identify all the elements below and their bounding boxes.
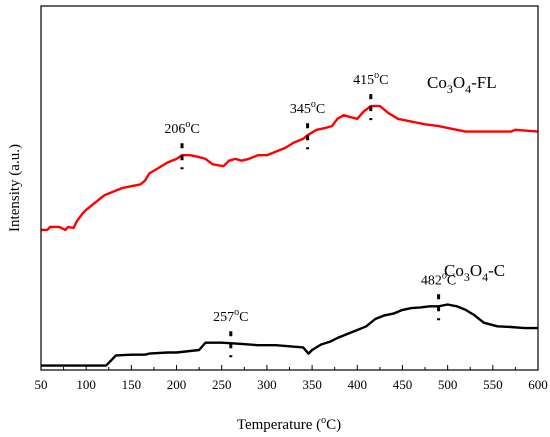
peak-temperature-label: 257oC [213,307,248,325]
x-axis-title: Temperature (oC) [237,415,341,433]
x-tick-label: 400 [348,377,368,392]
series-line-0 [41,104,539,232]
peak-temperature-label: 345oC [290,99,325,117]
x-tick-label: 300 [257,377,277,392]
x-tick-label: 100 [76,377,96,392]
x-ticks: 50 100 150 200 250 300 350 400 450 500 550 600 [35,365,548,392]
series-line-1 [41,303,538,367]
y-axis-title: Intensity (a.u.) [7,144,23,232]
peak-temperature-label: 206oC [164,119,199,137]
x-tick-label: 250 [212,377,232,392]
x-tick-label: 350 [302,377,322,392]
x-tick-label: 50 [35,377,48,392]
x-tick-label: 200 [167,377,187,392]
x-tick-label: 550 [483,377,503,392]
x-tick-label: 450 [393,377,413,392]
peak-temperature-label: 415oC [353,70,388,88]
x-tick-label: 600 [528,377,548,392]
series-layer [41,104,539,367]
series-label-co3o4-fl: Co3O4-FL [427,73,497,96]
series-label-co3o4-c: Co3O4-C [444,261,505,284]
peak-temperature-label: 482oC [421,270,456,288]
x-tick-label: 500 [438,377,458,392]
annotation-layer: 206oC 345oC 415oC 257oC 482oC [164,70,456,358]
x-tick-label: 150 [122,377,142,392]
